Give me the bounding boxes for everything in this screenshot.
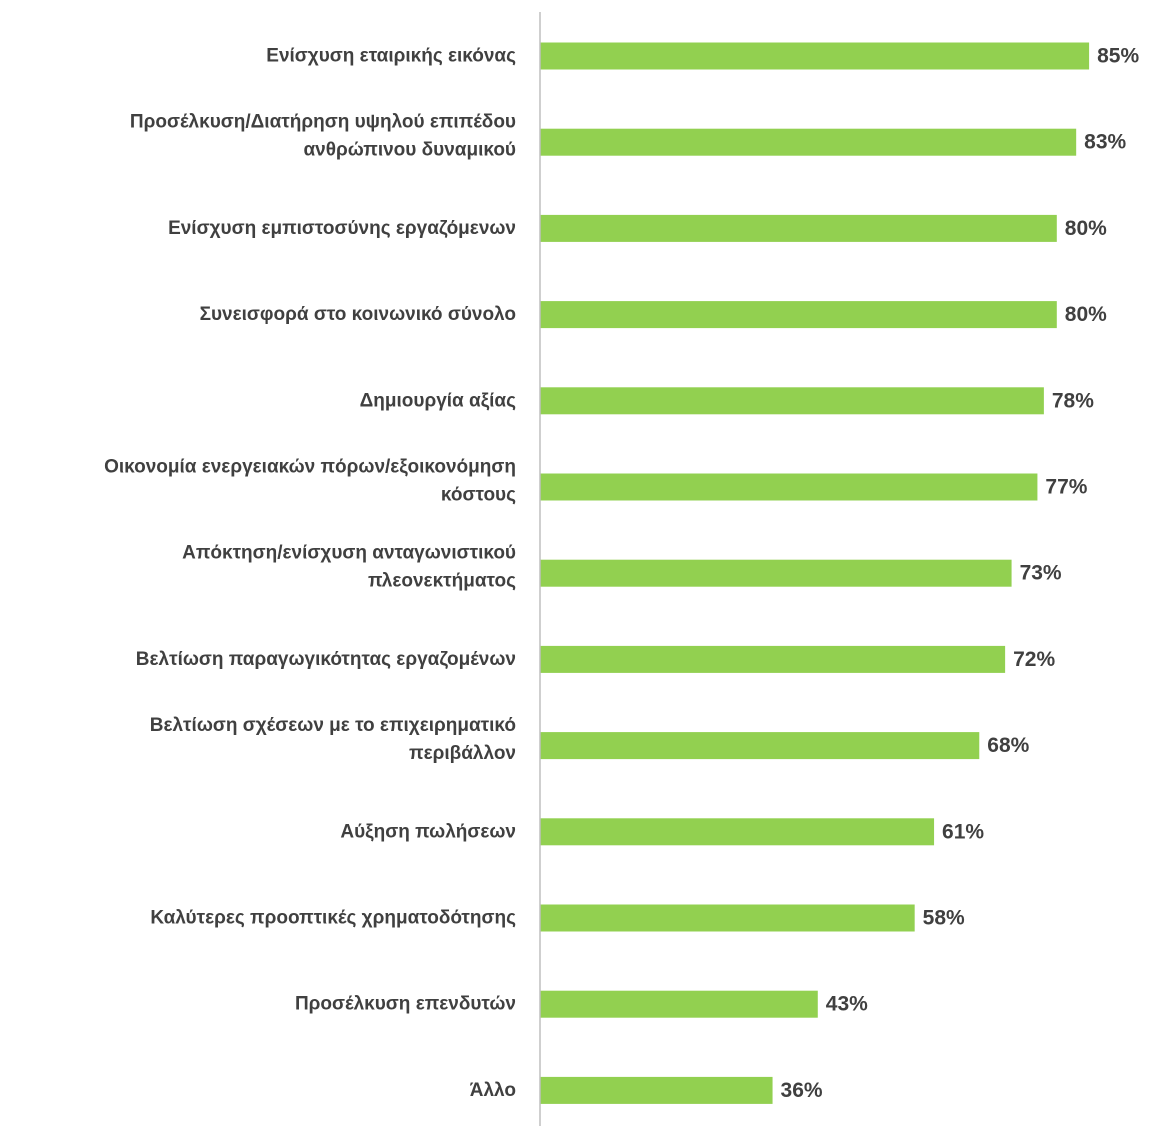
category-label-7-line-1: Απόκτηση/ενίσχυση ανταγωνιστικού [182, 543, 516, 564]
value-label-5: 78% [1052, 389, 1094, 412]
bar-1 [540, 42, 1090, 70]
value-label-12: 43% [826, 993, 868, 1016]
value-label-13: 36% [781, 1079, 823, 1102]
category-label-13: Άλλο [470, 1080, 516, 1101]
category-label-1: Ενίσχυση εταιρικής εικόνας [266, 46, 516, 67]
category-label-11: Καλύτερες προοπτικές χρηματοδότησης [150, 908, 516, 929]
bars-layer [540, 42, 1090, 1104]
category-label-8: Βελτίωση παραγωγικότητας εργαζομένων [136, 649, 516, 670]
category-label-3: Ενίσχυση εμπιστοσύνης εργαζόμενων [168, 218, 516, 239]
bar-6 [540, 473, 1038, 501]
bar-9 [540, 732, 980, 760]
value-label-2: 83% [1084, 131, 1126, 154]
category-label-6-line-1: Οικονομία ενεργειακών πόρων/εξοικονόμηση [104, 457, 516, 478]
value-label-8: 72% [1013, 648, 1055, 671]
bar-4 [540, 301, 1057, 329]
value-label-6: 77% [1045, 476, 1087, 499]
bar-10 [540, 818, 935, 846]
value-label-1: 85% [1097, 45, 1139, 68]
value-label-7: 73% [1020, 562, 1062, 585]
category-label-2-line-2: ανθρώπινου δυναμικού [304, 140, 517, 161]
category-label-10: Αύξηση πωλήσεων [340, 821, 516, 842]
category-label-12: Προσέλκυση επενδυτών [295, 994, 516, 1015]
bar-8 [540, 645, 1006, 673]
category-label-2-line-1: Προσέλκυση/Διατήρηση υψηλού επιπέδου [130, 112, 516, 133]
bar-12 [540, 990, 818, 1018]
value-label-4: 80% [1065, 303, 1107, 326]
bar-11 [540, 904, 915, 932]
bar-7 [540, 559, 1012, 587]
category-label-9-line-2: περιβάλλον [409, 743, 516, 764]
category-label-4: Συνεισφορά στο κοινωνικό σύνολο [200, 304, 516, 325]
value-label-11: 58% [923, 907, 965, 930]
value-label-9: 68% [987, 734, 1029, 757]
value-label-3: 80% [1065, 217, 1107, 240]
category-label-9-line-1: Βελτίωση σχέσεων με το επιχειρηματικό [150, 715, 516, 736]
bar-3 [540, 214, 1057, 242]
value-labels-layer: 85% 83% 80% 80% 78% 77% 73% 72% 68% 61% 58% 43% 36% [781, 45, 1140, 1102]
value-label-10: 61% [942, 820, 984, 843]
category-label-5: Δημιουργία αξίας [360, 390, 516, 411]
bar-13 [540, 1076, 773, 1104]
category-labels-layer: Ενίσχυση εταιρικής εικόνας Προσέλκυση/Δια… [104, 46, 516, 1101]
category-label-6-line-2: κόστους [441, 485, 516, 506]
bar-5 [540, 387, 1044, 415]
category-label-7-line-2: πλεονεκτήματος [368, 571, 516, 592]
bar-2 [540, 128, 1077, 156]
